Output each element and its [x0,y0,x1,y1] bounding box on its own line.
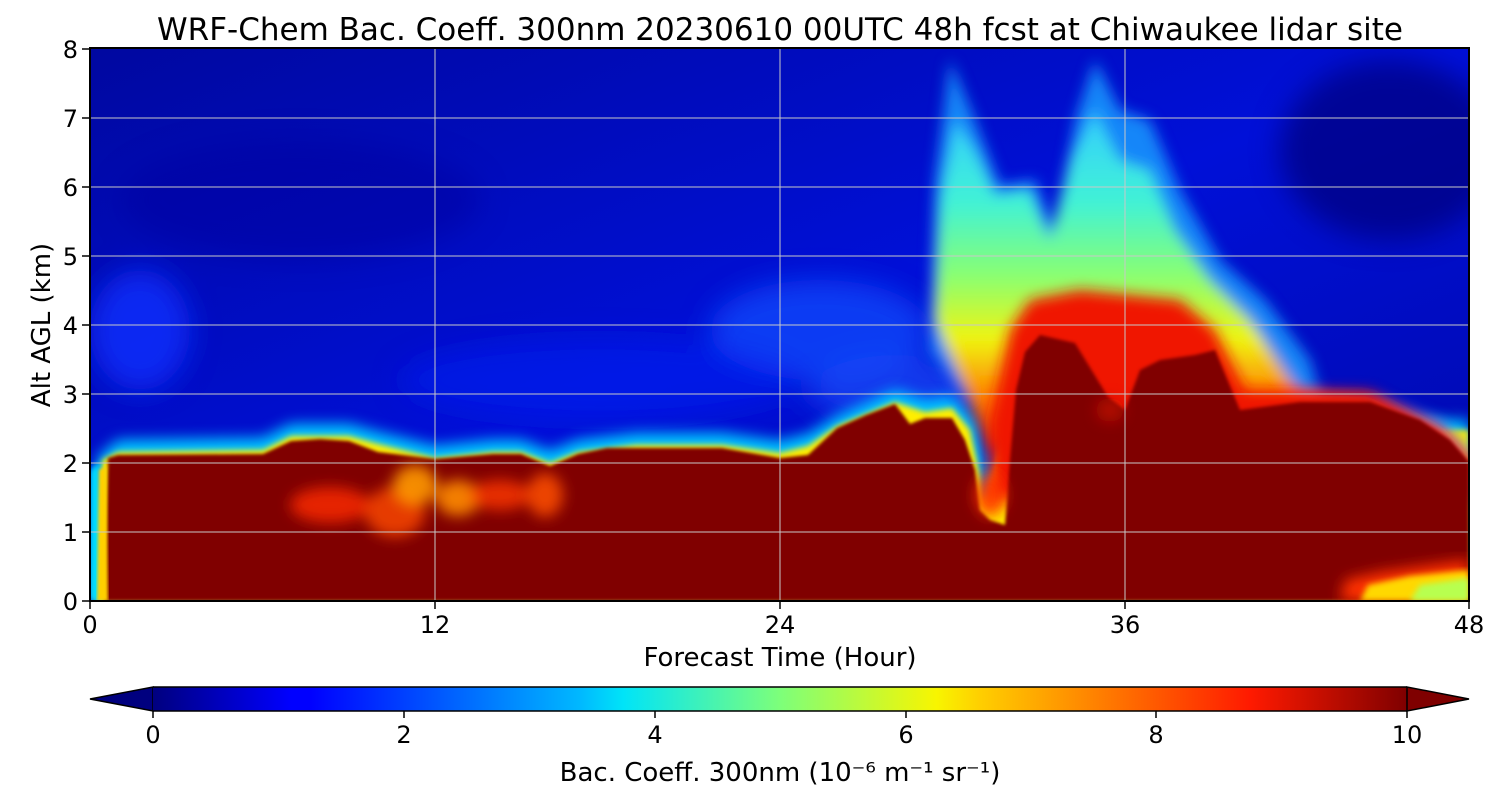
y-tick-label: 1 [63,519,78,547]
y-tick-label: 8 [63,36,78,64]
colorbar-tick-label: 6 [898,721,913,749]
y-tick-label: 2 [63,450,78,478]
x-tick-label: 48 [1454,611,1485,639]
y-tick-label: 5 [63,243,78,271]
midlevel-variation [90,60,1469,425]
colorbar-bar [153,687,1407,711]
bl-lighter-lumps [290,398,1124,537]
y-tick-label: 3 [63,381,78,409]
colorbar-extend-low [89,686,154,712]
x-axis-title: Forecast Time (Hour) [643,643,916,673]
colorbar-extend-high [1406,686,1470,712]
x-tick-label: 36 [1110,611,1141,639]
x-axis [89,601,1470,609]
colorbar-tick-label: 0 [145,721,160,749]
colorbar-title: Bac. Coeff. 300nm (10⁻⁶ m⁻¹ sr⁻¹) [560,758,1001,788]
y-tick-label: 4 [63,312,78,340]
colorbar-tick-label: 8 [1148,721,1163,749]
colorbar-tick-label: 4 [647,721,662,749]
boundary-layer [104,335,1469,601]
y-axis [82,48,90,602]
x-tick-label: 0 [82,611,97,639]
y-tick-label: 7 [63,105,78,133]
grid [90,48,1469,601]
x-tick-label: 12 [420,611,451,639]
colorbar-tick-label: 10 [1392,721,1423,749]
colorbar [89,686,1470,712]
y-tick-label: 0 [63,588,78,616]
y-axis-title: Alt AGL (km) [27,243,57,407]
x-tick-label: 24 [765,611,796,639]
chart-title: WRF-Chem Bac. Coeff. 300nm 20230610 00UT… [157,12,1403,48]
y-tick-label: 6 [63,174,78,202]
colorbar-tick-label: 2 [396,721,411,749]
